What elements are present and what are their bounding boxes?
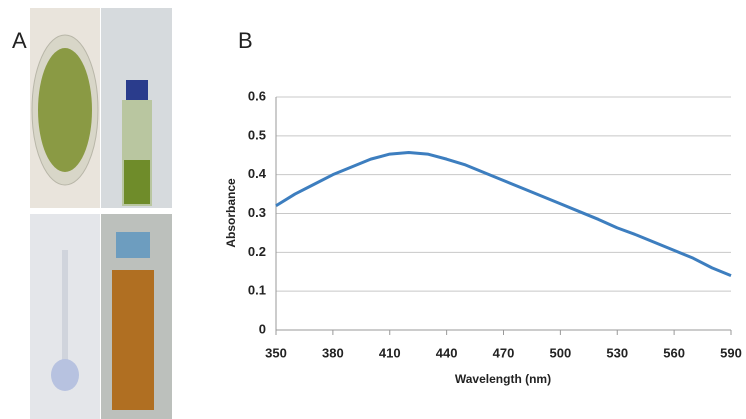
y-tick-label: 0 bbox=[259, 321, 266, 336]
x-tick-label: 380 bbox=[322, 345, 344, 360]
x-tick-label: 410 bbox=[379, 345, 401, 360]
x-tick-label: 440 bbox=[436, 345, 458, 360]
y-axis-title: Absorbance bbox=[224, 178, 238, 248]
x-tick-label: 470 bbox=[493, 345, 515, 360]
panel-label: B bbox=[238, 28, 253, 53]
y-tick-label: 0.4 bbox=[248, 166, 267, 181]
data-line bbox=[275, 151, 732, 278]
x-tick-label: 560 bbox=[663, 345, 685, 360]
x-tick-label: 500 bbox=[550, 345, 572, 360]
leaves bbox=[38, 48, 92, 172]
y-tick-label: 0.6 bbox=[248, 88, 266, 103]
panel-label: A bbox=[12, 28, 27, 53]
amber-bottle bbox=[112, 270, 154, 410]
x-tick-label: 590 bbox=[720, 345, 742, 360]
photos bbox=[30, 8, 172, 419]
x-axis-title: Wavelength (nm) bbox=[455, 372, 551, 386]
y-tick-label: 0.1 bbox=[248, 283, 266, 298]
y-tick-label: 0.2 bbox=[248, 244, 266, 259]
x-tick-label: 530 bbox=[606, 345, 628, 360]
y-tick-label: 0.3 bbox=[248, 205, 266, 220]
extract bbox=[124, 160, 150, 204]
flask-bulb bbox=[51, 359, 79, 391]
flask-neck bbox=[62, 250, 68, 360]
cap bbox=[116, 232, 150, 258]
x-tick-label: 350 bbox=[265, 345, 287, 360]
y-tick-label: 0.5 bbox=[248, 127, 266, 142]
cap bbox=[126, 80, 148, 100]
